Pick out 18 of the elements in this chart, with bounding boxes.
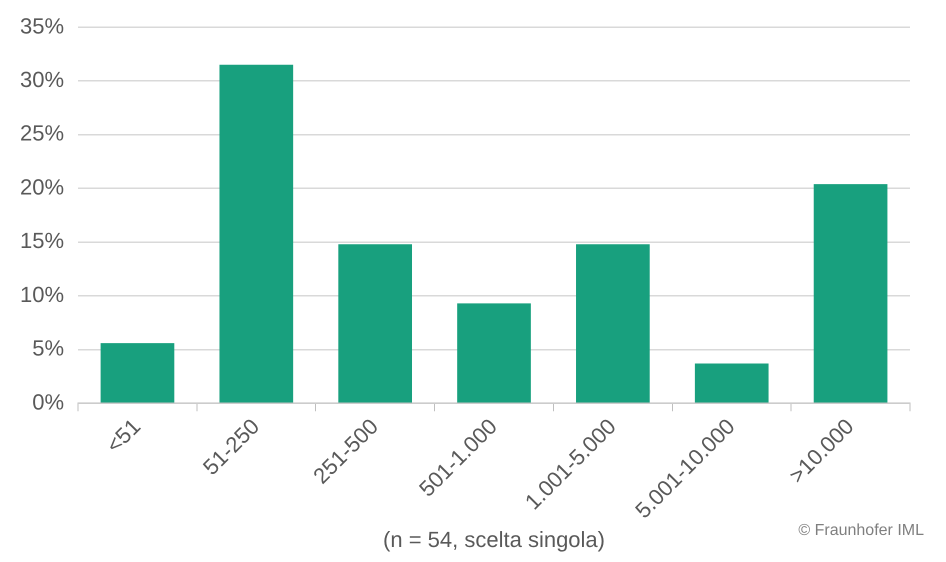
bar	[576, 244, 650, 402]
text: © Fraunhofer IML	[798, 522, 924, 540]
y-tick-label: 20%	[20, 174, 64, 200]
bar	[100, 343, 174, 402]
bar	[219, 64, 294, 402]
y-tick-label: 0%	[32, 389, 64, 414]
x-tick-label: <51	[101, 414, 146, 458]
x-axis-title: (n = 54, scelta singola)	[383, 526, 605, 552]
bar	[457, 303, 531, 402]
y-tick-label: 15%	[20, 228, 64, 254]
bar	[338, 244, 412, 402]
y-tick-label: 25%	[20, 120, 64, 146]
bar	[814, 184, 888, 402]
bar	[694, 363, 769, 402]
y-tick-label: 35%	[20, 13, 64, 38]
y-tick-label: 30%	[20, 66, 64, 92]
y-tick-label: 5%	[32, 336, 64, 361]
y-tick-label: 10%	[20, 282, 64, 307]
